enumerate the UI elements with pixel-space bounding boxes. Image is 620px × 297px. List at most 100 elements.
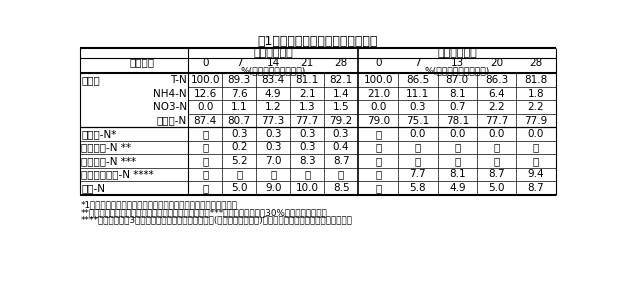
Text: 77.9: 77.9 [525, 116, 547, 126]
Text: 10.0: 10.0 [296, 183, 319, 193]
Text: －: － [375, 129, 382, 139]
Text: 0.7: 0.7 [449, 102, 466, 112]
Text: 0.0: 0.0 [410, 129, 426, 139]
Text: －: － [202, 156, 208, 166]
Text: 20: 20 [490, 58, 503, 68]
Text: 0.0: 0.0 [449, 129, 466, 139]
Text: 100.0: 100.0 [190, 75, 220, 85]
Text: T-N: T-N [170, 75, 187, 85]
Text: スクラバ-N ***: スクラバ-N *** [81, 156, 136, 166]
Text: 0: 0 [375, 58, 382, 68]
Text: 9.0: 9.0 [265, 183, 281, 193]
Text: －: － [533, 156, 539, 166]
Text: 5.0: 5.0 [231, 183, 247, 193]
Text: 77.3: 77.3 [262, 116, 285, 126]
Text: 21.0: 21.0 [367, 89, 390, 99]
Text: 78.1: 78.1 [446, 116, 469, 126]
Text: －: － [202, 169, 208, 179]
Text: 8.7: 8.7 [489, 169, 505, 179]
Text: －: － [375, 143, 382, 152]
Text: 0.3: 0.3 [265, 129, 281, 139]
Text: 5.2: 5.2 [231, 156, 247, 166]
Text: 1.5: 1.5 [333, 102, 350, 112]
Text: 0.3: 0.3 [410, 102, 426, 112]
Text: 5.0: 5.0 [489, 183, 505, 193]
Text: 100.0: 100.0 [364, 75, 393, 85]
Text: 6.4: 6.4 [489, 89, 505, 99]
Text: 圧送通気方式: 圧送通気方式 [437, 48, 477, 58]
Text: 7: 7 [236, 58, 242, 68]
Text: 経過日数: 経過日数 [130, 58, 154, 68]
Text: 77.7: 77.7 [296, 116, 319, 126]
Text: 1.2: 1.2 [265, 102, 281, 112]
Text: 5.8: 5.8 [410, 183, 426, 193]
Text: 11.1: 11.1 [406, 89, 430, 99]
Text: 0.3: 0.3 [299, 129, 316, 139]
Text: －: － [375, 169, 382, 179]
Text: 0.3: 0.3 [231, 129, 247, 139]
Text: 8.1: 8.1 [449, 169, 466, 179]
Text: 0.2: 0.2 [231, 143, 247, 152]
Text: **配管内で結露水とれき汁の飛まつが混ざったもの　***スクラバ薬液は約30%リン酸溶液を供試: **配管内で結露水とれき汁の飛まつが混ざったもの ***スクラバ薬液は約30%リ… [81, 208, 327, 217]
Text: 14: 14 [267, 58, 280, 68]
Text: 0.0: 0.0 [528, 129, 544, 139]
Text: 87.0: 87.0 [446, 75, 469, 85]
Text: 1.8: 1.8 [528, 89, 544, 99]
Text: 2.1: 2.1 [299, 89, 316, 99]
Text: 0: 0 [202, 58, 208, 68]
Text: 77.7: 77.7 [485, 116, 508, 126]
Text: 1.3: 1.3 [299, 102, 316, 112]
Text: NO3-N: NO3-N [153, 102, 187, 112]
Text: －: － [338, 169, 344, 179]
Text: 83.4: 83.4 [262, 75, 285, 85]
Text: 87.4: 87.4 [193, 116, 217, 126]
Text: 0.4: 0.4 [333, 143, 349, 152]
Text: 0.3: 0.3 [299, 143, 316, 152]
Text: －: － [494, 143, 500, 152]
Text: －: － [454, 143, 461, 152]
Text: 0.3: 0.3 [265, 143, 281, 152]
Text: 4.9: 4.9 [265, 89, 281, 99]
Text: －: － [304, 169, 310, 179]
Text: 7.0: 7.0 [265, 156, 281, 166]
Text: 81.8: 81.8 [525, 75, 547, 85]
Text: 8.7: 8.7 [333, 156, 350, 166]
Text: 0.0: 0.0 [370, 102, 387, 112]
Text: 89.3: 89.3 [228, 75, 251, 85]
Text: 吸引通気方式: 吸引通気方式 [254, 48, 293, 58]
Text: －: － [415, 156, 421, 166]
Text: 79.2: 79.2 [329, 116, 353, 126]
Text: 1.4: 1.4 [333, 89, 350, 99]
Text: 8.1: 8.1 [449, 89, 466, 99]
Text: 79.0: 79.0 [367, 116, 390, 126]
Text: 13: 13 [451, 58, 464, 68]
Text: 7: 7 [415, 58, 421, 68]
Text: *1週目発酵槽の底部に埋設した排水管から発生する黒褐色の排液: *1週目発酵槽の底部に埋設した排水管から発生する黒褐色の排液 [81, 201, 237, 210]
Text: れき汁-N*: れき汁-N* [81, 129, 117, 139]
Text: %(初期全窒素量あたり): %(初期全窒素量あたり) [241, 67, 306, 75]
Text: ドレイン-N **: ドレイン-N ** [81, 143, 131, 152]
Text: 82.1: 82.1 [329, 75, 353, 85]
Text: 75.1: 75.1 [406, 116, 430, 126]
Text: ****堆肥原料表面3地点のアンモニアガス濃度平均値(ガス検知管で測定)に通気量を乗じ、日毎に積算して算出: ****堆肥原料表面3地点のアンモニアガス濃度平均値(ガス検知管で測定)に通気量… [81, 215, 353, 225]
Text: 8.7: 8.7 [528, 183, 544, 193]
Text: 28: 28 [529, 58, 542, 68]
Text: －: － [375, 156, 382, 166]
Text: 堆肥中: 堆肥中 [81, 75, 100, 85]
Text: －: － [494, 156, 500, 166]
Text: 86.3: 86.3 [485, 75, 508, 85]
Text: －: － [454, 156, 461, 166]
Text: －: － [202, 183, 208, 193]
Text: 2.2: 2.2 [528, 102, 544, 112]
Text: 0.0: 0.0 [197, 102, 213, 112]
Text: NH4-N: NH4-N [153, 89, 187, 99]
Text: 0.0: 0.0 [489, 129, 505, 139]
Text: 4.9: 4.9 [449, 183, 466, 193]
Text: 28: 28 [334, 58, 348, 68]
Text: 8.3: 8.3 [299, 156, 316, 166]
Text: 1.1: 1.1 [231, 102, 247, 112]
Text: 21: 21 [301, 58, 314, 68]
Text: －: － [415, 143, 421, 152]
Text: 7.7: 7.7 [410, 169, 426, 179]
Text: 12.6: 12.6 [193, 89, 217, 99]
